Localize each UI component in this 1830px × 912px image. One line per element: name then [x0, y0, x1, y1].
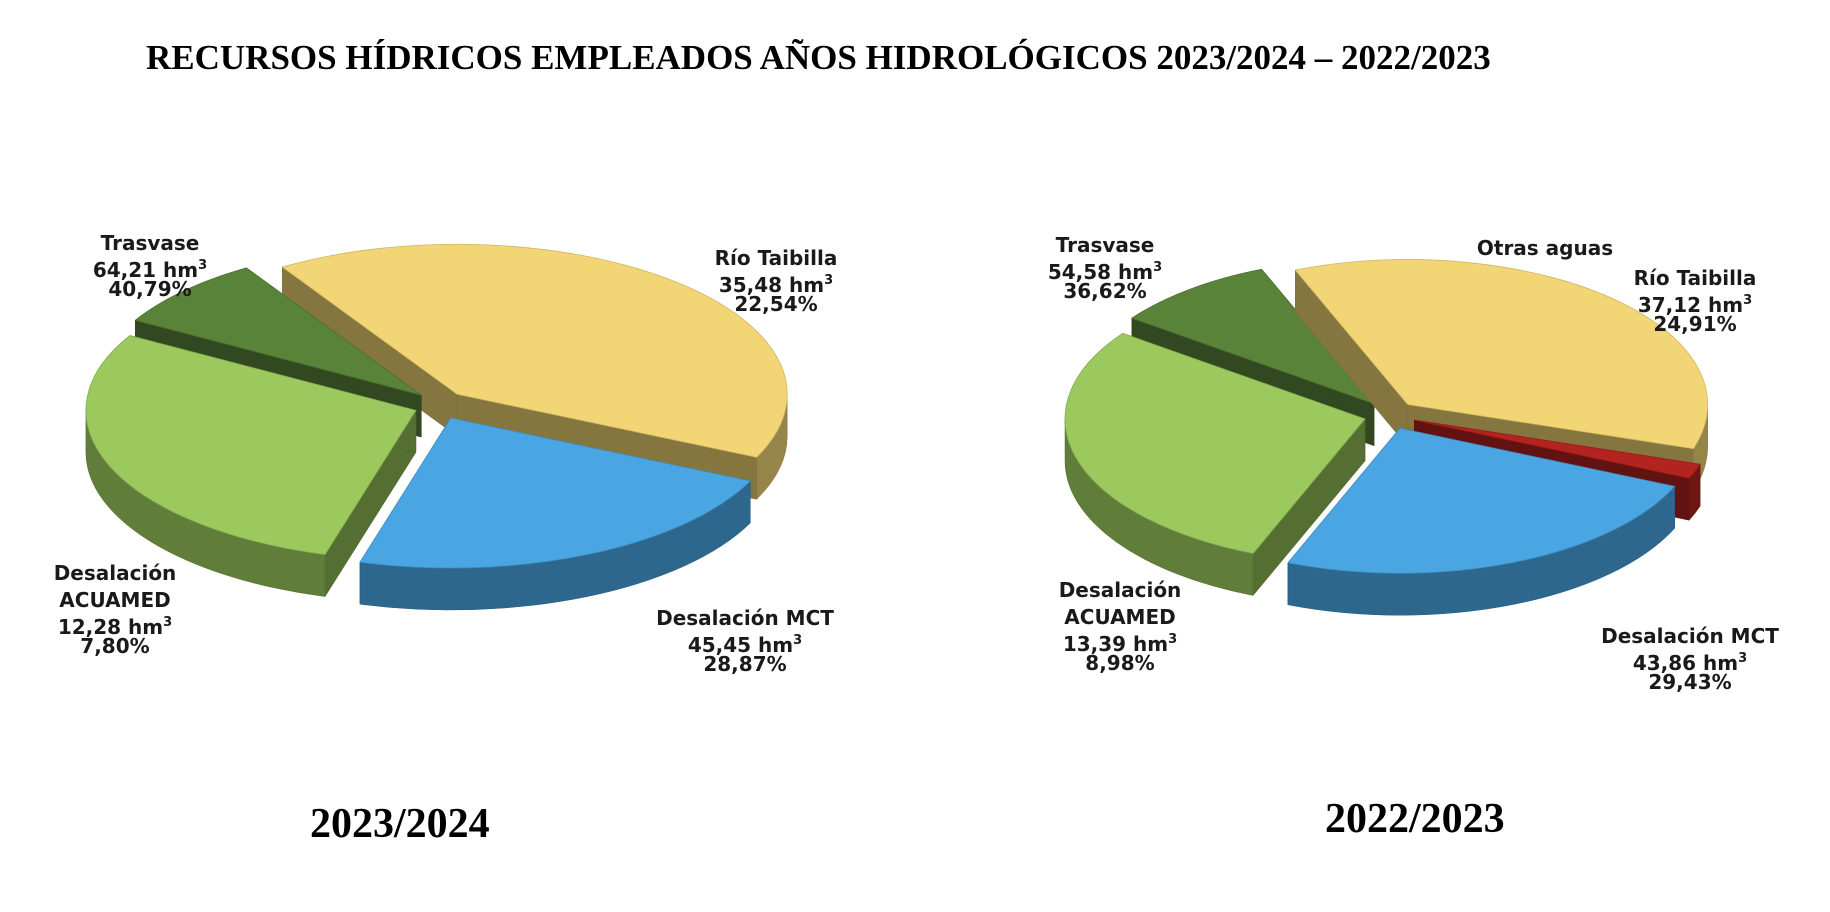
slice-label-desalacion-acuamed: Desalación ACUAMED 13,39 hm3 8,98% [1059, 578, 1182, 675]
pie-slice-top [1287, 427, 1676, 574]
pie-chart-2022-2023: Trasvase 54,58 hm3 36,62% Otras aguas Río Ta… [1048, 233, 1779, 694]
slice-label-desalacion-acuamed: Desalación ACUAMED 12,28 hm3 7,80% [54, 561, 177, 658]
slice-label-desalacion-mct: Desalación MCT 45,45 hm3 28,87% [656, 606, 834, 676]
slice-label-desalacion-mct: Desalación MCT 43,86 hm3 29,43% [1601, 624, 1779, 694]
pie-slice-top [1064, 332, 1366, 554]
slice-label-rio-taibilla: Río Taibilla 37,12 hm3 24,91% [1634, 266, 1757, 336]
pie-slice-top [1130, 268, 1376, 405]
pie-slice-top [1414, 419, 1701, 479]
pie-slice-top [85, 335, 417, 556]
pie-slice-top [134, 267, 422, 396]
slice-label-trasvase: Trasvase 54,58 hm3 36,62% [1048, 233, 1162, 303]
pie-slice-desalacion-mct [85, 335, 417, 598]
slice-label-otras-aguas: Otras aguas [1477, 236, 1613, 260]
pie-slice-desalacion-mct [1064, 332, 1366, 597]
pie-slice-rio-taibilla [1287, 427, 1676, 616]
slice-label-trasvase: Trasvase 64,21 hm3 40,79% [93, 231, 207, 301]
pie-chart-2023-2024: Trasvase 64,21 hm3 40,79% Río Taibilla 35,48… [54, 231, 838, 676]
pie-slice-rio-taibilla [359, 417, 752, 611]
page-title: RECURSOS HÍDRICOS EMPLEADOS AÑOS HIDROLÓ… [146, 38, 1491, 77]
pie-slice-top [1294, 259, 1709, 450]
pie-slice-top [359, 417, 752, 569]
chart-year-label-2022-2023: 2022/2023 [1325, 796, 1505, 842]
slice-label-rio-taibilla: Río Taibilla 35,48 hm3 22,54% [715, 246, 838, 316]
pie-slice-top [281, 243, 788, 458]
chart-year-label-2023-2024: 2023/2024 [310, 801, 490, 847]
